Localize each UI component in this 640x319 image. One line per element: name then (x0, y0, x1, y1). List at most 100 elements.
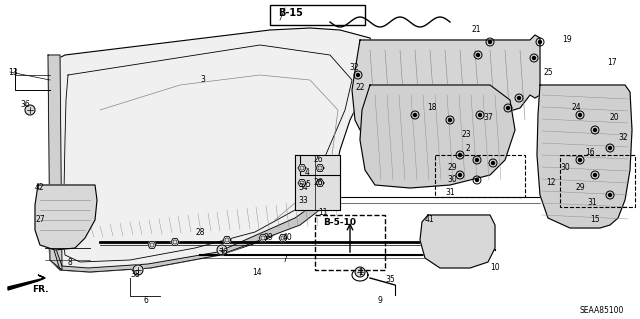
Text: 6: 6 (143, 296, 148, 305)
Text: 23: 23 (462, 130, 472, 139)
Circle shape (488, 41, 492, 43)
Text: 21: 21 (471, 25, 481, 34)
Bar (435, 155, 525, 197)
Polygon shape (298, 180, 306, 187)
Text: 16: 16 (585, 148, 595, 157)
Polygon shape (223, 236, 231, 243)
Polygon shape (48, 55, 62, 270)
Polygon shape (171, 239, 179, 245)
Text: 35: 35 (385, 275, 395, 284)
Circle shape (579, 114, 582, 116)
Text: 24: 24 (572, 103, 582, 112)
Text: 9: 9 (377, 296, 382, 305)
Text: 30: 30 (447, 175, 457, 184)
Text: 42: 42 (35, 183, 45, 192)
Circle shape (593, 174, 596, 176)
Circle shape (476, 179, 479, 182)
Text: 13: 13 (8, 68, 18, 77)
Text: 36: 36 (20, 100, 29, 109)
Text: 29: 29 (576, 183, 586, 192)
Circle shape (217, 245, 227, 255)
Text: 40: 40 (283, 233, 292, 242)
Text: B-15: B-15 (278, 8, 303, 18)
Text: 5: 5 (305, 180, 310, 189)
Circle shape (579, 159, 582, 161)
Polygon shape (259, 234, 267, 241)
Circle shape (477, 54, 479, 56)
Text: 19: 19 (562, 35, 572, 44)
Text: 4: 4 (305, 168, 310, 177)
Circle shape (476, 159, 479, 161)
Polygon shape (316, 180, 324, 187)
Circle shape (133, 265, 143, 275)
Polygon shape (360, 85, 515, 188)
Circle shape (355, 267, 365, 277)
Text: 31: 31 (445, 188, 454, 197)
Polygon shape (298, 165, 306, 172)
Circle shape (538, 41, 541, 43)
Text: 30: 30 (560, 163, 570, 172)
Text: 7: 7 (282, 255, 287, 264)
Text: 37: 37 (483, 113, 493, 122)
Text: 10: 10 (490, 263, 500, 272)
Text: 41: 41 (425, 215, 435, 224)
Circle shape (532, 56, 536, 60)
Polygon shape (279, 234, 287, 241)
Bar (560, 155, 635, 207)
Text: 22: 22 (355, 83, 365, 92)
Circle shape (356, 73, 360, 77)
Circle shape (506, 107, 509, 109)
Text: FR.: FR. (32, 285, 49, 294)
Circle shape (609, 146, 611, 150)
Text: 3: 3 (200, 75, 205, 84)
Polygon shape (48, 28, 375, 272)
Circle shape (479, 114, 481, 116)
Text: 36: 36 (218, 248, 228, 257)
Circle shape (458, 153, 461, 157)
Circle shape (413, 114, 417, 116)
Circle shape (449, 118, 451, 122)
Text: 28: 28 (196, 228, 205, 237)
Circle shape (593, 129, 596, 131)
Polygon shape (35, 185, 97, 250)
Text: 18: 18 (427, 103, 436, 112)
Text: 33: 33 (298, 196, 308, 205)
Text: 14: 14 (252, 268, 262, 277)
Text: 32: 32 (618, 133, 628, 142)
Circle shape (518, 97, 520, 100)
Circle shape (25, 105, 35, 115)
Text: 29: 29 (447, 163, 456, 172)
Text: 34: 34 (298, 183, 308, 192)
Polygon shape (48, 193, 335, 272)
Text: 1: 1 (358, 268, 363, 277)
Text: 39: 39 (263, 233, 273, 242)
Text: 25: 25 (543, 68, 552, 77)
Text: 31: 31 (587, 198, 596, 207)
Text: 11: 11 (318, 208, 328, 217)
Polygon shape (352, 35, 540, 132)
Text: 20: 20 (609, 113, 619, 122)
Text: 8: 8 (68, 258, 73, 267)
Polygon shape (8, 275, 45, 290)
Circle shape (492, 161, 495, 165)
Bar (270, 5, 365, 25)
Text: 2: 2 (465, 144, 470, 153)
Polygon shape (148, 241, 156, 249)
Text: SEAA85100: SEAA85100 (580, 306, 625, 315)
Circle shape (609, 194, 611, 197)
Circle shape (458, 174, 461, 176)
Bar (315, 215, 385, 270)
Polygon shape (295, 155, 340, 210)
Polygon shape (420, 215, 495, 268)
Text: 12: 12 (546, 178, 556, 187)
Text: 32: 32 (349, 63, 358, 72)
Polygon shape (537, 85, 632, 228)
Polygon shape (316, 165, 324, 172)
Text: 17: 17 (607, 58, 616, 67)
Text: 26: 26 (314, 155, 324, 164)
Text: 27: 27 (35, 215, 45, 224)
Text: 38: 38 (130, 270, 140, 279)
Text: 26: 26 (314, 178, 324, 187)
Text: B-5-10: B-5-10 (323, 218, 356, 227)
Text: 15: 15 (590, 215, 600, 224)
